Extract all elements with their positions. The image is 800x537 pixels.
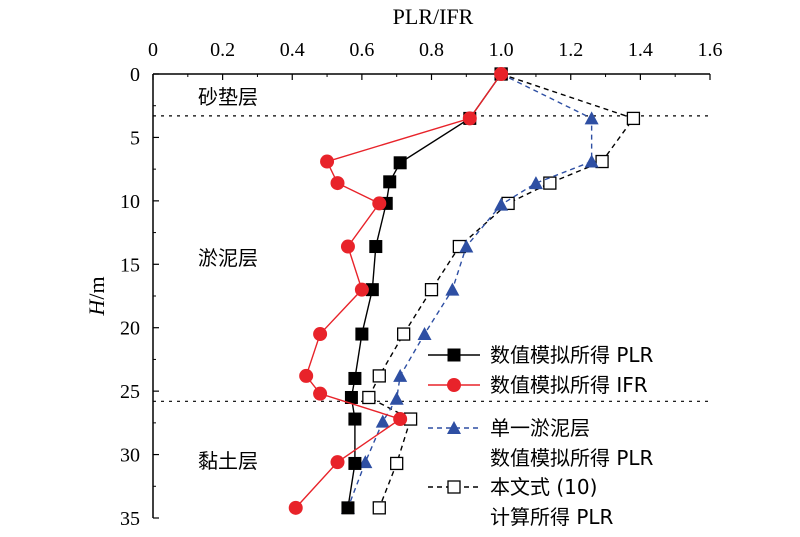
data-point (383, 175, 397, 189)
data-point (584, 154, 599, 168)
data-point (389, 391, 404, 405)
y-tick-label: 35 (120, 508, 140, 530)
data-point (313, 386, 328, 401)
data-point (390, 456, 404, 471)
legend-marker (447, 348, 461, 362)
legend-marker (447, 480, 461, 494)
series-1 (288, 67, 509, 515)
legend-marker (447, 421, 461, 434)
data-point (595, 154, 609, 169)
data-point (393, 156, 407, 170)
data-point (626, 111, 641, 126)
data-point (393, 412, 408, 427)
data-point (348, 456, 362, 470)
data-point (584, 111, 599, 125)
series-0 (341, 67, 508, 515)
legend-marker (447, 378, 461, 392)
legend-label: 数值模拟所得 PLR (490, 446, 654, 470)
series-line (367, 73, 635, 509)
data-point (494, 67, 509, 81)
data-point (362, 390, 376, 405)
data-point (320, 154, 335, 169)
data-point (459, 239, 474, 253)
data-point (355, 327, 369, 341)
legend-label: 本文式 (10) (490, 475, 597, 499)
data-point (494, 197, 509, 211)
x-tick-label: 0.6 (349, 39, 374, 61)
x-tick-label: 1.6 (698, 39, 723, 61)
x-axis-title: PLR/IFR (393, 4, 474, 29)
legend-item: 数值模拟所得 IFR (428, 373, 648, 397)
y-tick-label: 5 (130, 127, 140, 149)
legend-item: 数值模拟所得 PLR (428, 343, 654, 367)
data-point (372, 196, 387, 211)
x-tick-label: 1.2 (558, 39, 583, 61)
series-line (295, 73, 502, 509)
series (288, 67, 641, 515)
data-point (341, 501, 355, 515)
legend-label: 计算所得 PLR (490, 505, 614, 529)
legend-label: 单一淤泥层 (490, 416, 590, 440)
data-point (354, 282, 369, 297)
data-point (340, 239, 355, 254)
y-axis-title: H/m (84, 276, 109, 316)
y-tick-label: 30 (120, 445, 140, 467)
data-point (348, 412, 362, 426)
layer-label: 砂垫层 (198, 85, 258, 109)
data-point (445, 282, 460, 296)
x-tick-label: 1.4 (628, 39, 653, 61)
data-point (372, 369, 386, 383)
x-tick-label: 1.0 (489, 39, 514, 61)
data-point (375, 414, 390, 428)
data-point (372, 501, 386, 515)
data-point (396, 327, 411, 341)
y-tick-label: 15 (120, 254, 140, 276)
data-point (299, 368, 314, 383)
data-point (313, 327, 328, 342)
boundary-lines (153, 115, 710, 402)
data-point (393, 368, 408, 382)
x-tick-label: 0 (148, 39, 158, 61)
data-point (330, 176, 345, 191)
data-point (424, 283, 439, 297)
ticks: 0 0.2 0.4 0.6 0.8 1.0 1.2 1.4 1.6 0 5 10 15 20 25 30 35 (120, 39, 723, 530)
y-tick-label: 10 (120, 191, 140, 213)
legend-label: 数值模拟所得 IFR (490, 373, 648, 397)
x-tick-label: 0.2 (210, 39, 235, 61)
data-point (417, 327, 432, 341)
legend-label: 数值模拟所得 PLR (490, 343, 654, 367)
data-point (369, 240, 383, 254)
x-tick-label: 0.4 (280, 39, 305, 61)
x-tick-label: 0.8 (419, 39, 444, 61)
data-point (358, 455, 373, 469)
data-point (543, 176, 557, 190)
data-point (462, 111, 477, 126)
legend-item: 本文式 (10) 计算所得 PLR (428, 475, 614, 529)
layer-label: 黏土层 (198, 449, 258, 473)
data-point (330, 455, 345, 470)
data-point (348, 371, 362, 385)
layer-label: 淤泥层 (198, 246, 258, 270)
data-point (528, 176, 543, 190)
y-tick-label: 0 (130, 64, 140, 86)
series-line (347, 73, 593, 509)
data-point (288, 500, 303, 515)
y-tick-label: 20 (120, 318, 140, 340)
y-tick-label: 25 (120, 381, 140, 403)
